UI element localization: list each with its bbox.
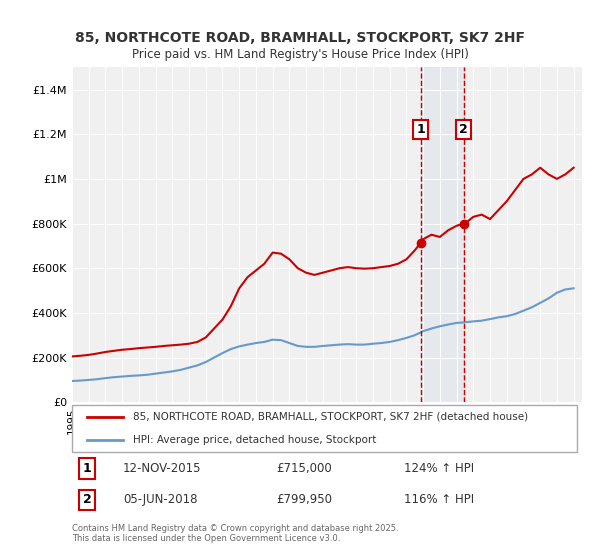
Text: Contains HM Land Registry data © Crown copyright and database right 2025.
This d: Contains HM Land Registry data © Crown c… — [72, 524, 398, 543]
FancyBboxPatch shape — [72, 405, 577, 452]
Bar — [421, 67, 464, 402]
Text: 1: 1 — [83, 462, 92, 475]
Text: 2: 2 — [83, 493, 92, 506]
Text: HPI: Average price, detached house, Stockport: HPI: Average price, detached house, Stoc… — [133, 435, 377, 445]
Text: £799,950: £799,950 — [276, 493, 332, 506]
Text: 1: 1 — [416, 123, 425, 136]
Text: 05-JUN-2018: 05-JUN-2018 — [123, 493, 197, 506]
Text: £715,000: £715,000 — [276, 462, 332, 475]
Text: 12-NOV-2015: 12-NOV-2015 — [123, 462, 202, 475]
Text: 85, NORTHCOTE ROAD, BRAMHALL, STOCKPORT, SK7 2HF (detached house): 85, NORTHCOTE ROAD, BRAMHALL, STOCKPORT,… — [133, 412, 529, 422]
Text: 124% ↑ HPI: 124% ↑ HPI — [404, 462, 473, 475]
Text: 2: 2 — [460, 123, 468, 136]
Text: 85, NORTHCOTE ROAD, BRAMHALL, STOCKPORT, SK7 2HF: 85, NORTHCOTE ROAD, BRAMHALL, STOCKPORT,… — [75, 31, 525, 45]
Text: 116% ↑ HPI: 116% ↑ HPI — [404, 493, 473, 506]
Text: Price paid vs. HM Land Registry's House Price Index (HPI): Price paid vs. HM Land Registry's House … — [131, 48, 469, 60]
